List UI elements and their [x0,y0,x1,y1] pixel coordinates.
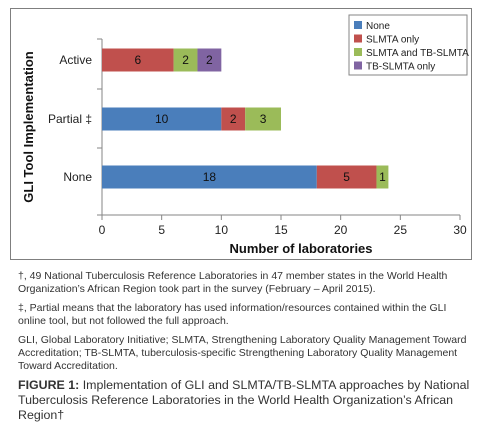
bar-data-label: 18 [203,170,217,184]
figure-caption: FIGURE 1: Implementation of GLI and SLMT… [18,378,478,423]
y-category-label: Partial ‡ [48,112,92,126]
x-tick-label: 30 [453,223,467,237]
legend-entry: None [366,21,390,32]
bar-data-label: 6 [134,53,141,67]
bar-segment [197,48,222,72]
bar-segment [102,107,222,131]
bar-data-label: 2 [206,53,213,67]
y-category-label: None [63,170,92,184]
x-tick-label: 0 [99,223,106,237]
footnote-double-dagger: ‡, Partial means that the laboratory has… [18,302,447,327]
bar-data-label: 1 [379,170,386,184]
legend-box [348,14,468,76]
bar-segment [102,48,174,72]
y-category-label: Active [59,53,92,67]
legend-entry: SLMTA and TB-SLMTA [366,48,469,59]
x-tick-label: 20 [334,223,348,237]
bar-data-label: 2 [230,112,237,126]
bar-segment [376,165,389,189]
legend-swatch [354,34,362,43]
bar-data-label: 2 [182,53,189,67]
bar-segment [173,48,198,72]
legend-swatch [354,48,362,56]
x-tick-label: 10 [215,223,229,237]
caption-text: Implementation of GLI and SLMTA/TB-SLMTA… [18,378,470,422]
bar-segment [221,107,246,131]
x-tick-label: 15 [274,223,288,237]
footnote-dagger: †, 49 National Tuberculosis Reference La… [18,270,448,295]
y-axis-title: GLI Tool Implementation [21,51,36,202]
legend-entry: TB-SLMTA only [366,62,435,73]
legend-entry: SLMTA only [366,35,419,46]
legend-swatch [354,21,362,29]
x-tick-label: 25 [394,223,408,237]
caption-label: FIGURE 1: [18,378,80,392]
bar-data-label: 5 [343,170,350,184]
legend-swatch [354,61,362,70]
chart-frame: 0 5 10 15 20 25 30 Active Partial ‡ None 6 2 2 10 2 3 18… [10,8,472,260]
x-tick-label: 5 [158,223,165,237]
bar-segment [245,107,281,131]
bar-segment [316,165,377,189]
x-axis-title: Number of laboratories [229,241,372,256]
bar-segment [102,165,317,189]
footnote-abbreviations: GLI, Global Laboratory Initiative; SLMTA… [18,334,467,372]
bar-data-label: 10 [155,112,169,126]
bar-data-label: 3 [260,112,267,126]
